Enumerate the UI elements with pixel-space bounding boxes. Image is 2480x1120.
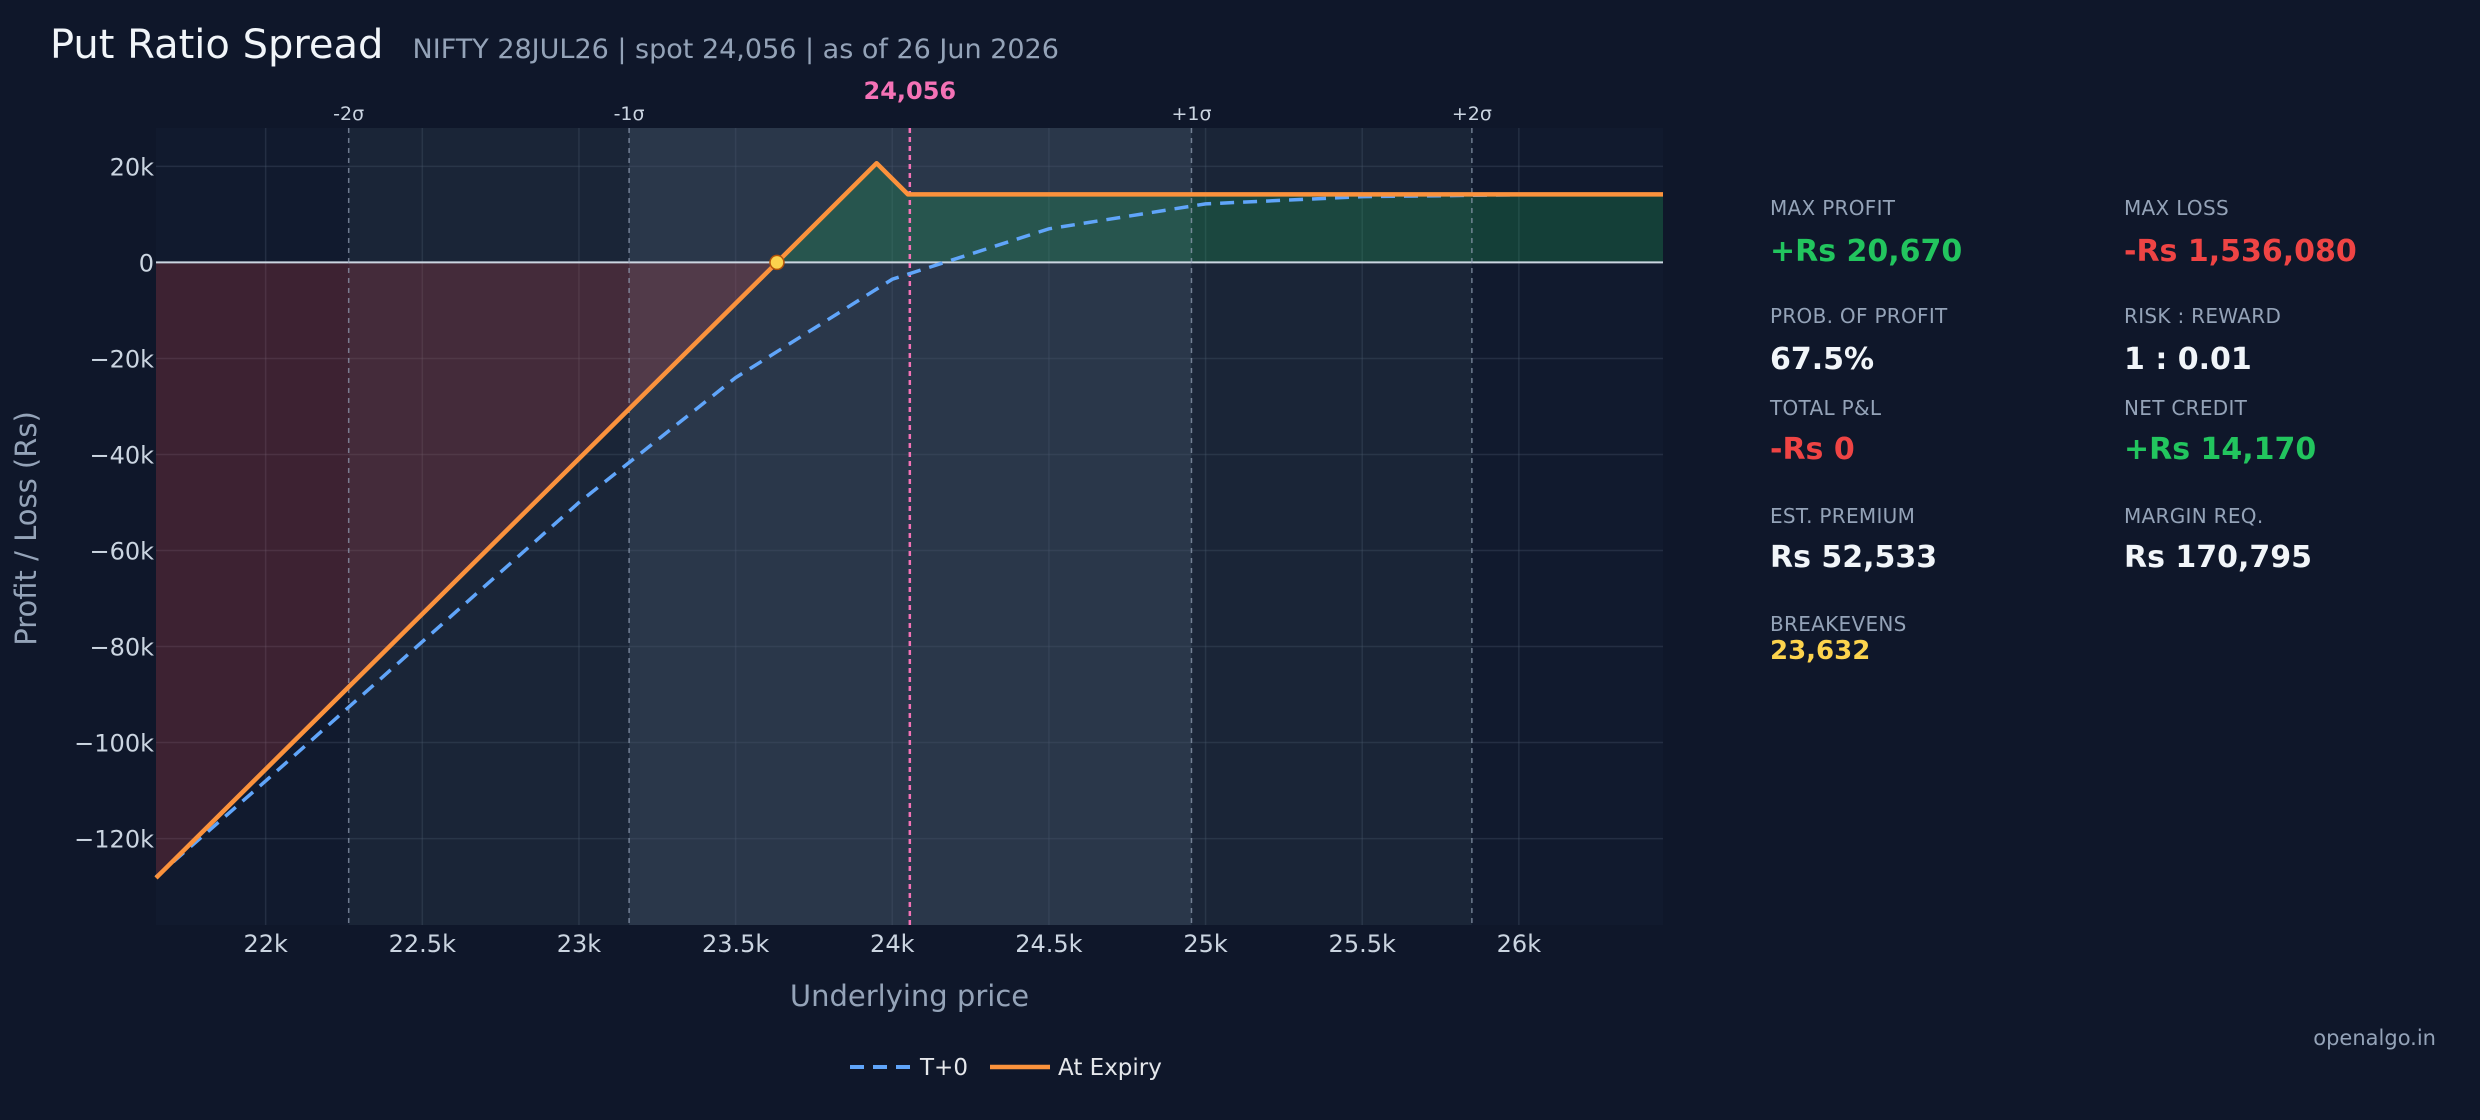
- x-axis-label: Underlying price: [790, 979, 1029, 1013]
- spot-label: 24,056: [864, 77, 957, 105]
- metric-prob-of-profit: PROB. OF PROFIT 67.5%: [1770, 304, 1948, 377]
- metric-label: RISK : REWARD: [2124, 304, 2282, 328]
- metric-value: -Rs 0: [1770, 432, 1855, 467]
- profit-fill: [776, 163, 1663, 263]
- legend-expiry-label: At Expiry: [1058, 1055, 1162, 1081]
- metric-max-profit: MAX PROFIT +Rs 20,670: [1770, 196, 1962, 269]
- metric-value: 23,632: [1770, 636, 1871, 666]
- metric-label: TOTAL P&L: [1770, 396, 1882, 420]
- metric-max-loss: MAX LOSS -Rs 1,536,080: [2124, 196, 2357, 269]
- metric-value: Rs 52,533: [1770, 540, 1938, 575]
- metric-margin-req: MARGIN REQ. Rs 170,795: [2124, 504, 2312, 575]
- metric-value: +Rs 20,670: [1770, 234, 1963, 269]
- x-tick-label: 26k: [1497, 930, 1542, 958]
- chart-subtitle: NIFTY 28JUL26 | spot 24,056 | as of 26 J…: [412, 34, 1059, 65]
- metric-net-credit: NET CREDIT +Rs 14,170: [2124, 396, 2316, 467]
- metric-value: Rs 170,795: [2124, 540, 2313, 575]
- metric-value: 1 : 0.01: [2124, 342, 2252, 377]
- metric-total-pnl: TOTAL P&L -Rs 0: [1770, 396, 1881, 467]
- metric-label: MAX PROFIT: [1770, 196, 1896, 220]
- metric-value: 67.5%: [1770, 342, 1875, 377]
- metric-label: NET CREDIT: [2124, 396, 2248, 420]
- metric-label: EST. PREMIUM: [1770, 504, 1916, 528]
- metric-label: MAX LOSS: [2124, 196, 2229, 220]
- metric-label: PROB. OF PROFIT: [1770, 304, 1948, 328]
- chart-header: Put Ratio Spread NIFTY 28JUL26 | spot 24…: [50, 22, 1059, 68]
- x-tick-label: 24k: [870, 930, 915, 958]
- metric-label: MARGIN REQ.: [2124, 504, 2264, 528]
- sigma-label: +1σ: [1171, 103, 1211, 125]
- y-tick-label: −40k: [89, 441, 154, 469]
- metric-label: BREAKEVENS: [1770, 612, 1907, 636]
- y-tick-label: −80k: [89, 634, 154, 662]
- x-tick-label: 23.5k: [702, 930, 769, 958]
- legend-t0-label: T+0: [919, 1055, 968, 1081]
- y-tick-label: −100k: [74, 730, 154, 758]
- x-tick-label: 25k: [1183, 930, 1228, 958]
- y-tick-label: −120k: [74, 826, 154, 854]
- breakeven-point: [769, 254, 785, 271]
- x-tick-label: 22.5k: [389, 930, 456, 958]
- expiry-series-line: [154, 160, 1663, 880]
- x-tick-label: 22k: [243, 930, 288, 958]
- y-tick-label: −60k: [89, 538, 154, 566]
- metric-value: +Rs 14,170: [2124, 432, 2317, 467]
- metric-risk-reward: RISK : REWARD 1 : 0.01: [2124, 304, 2281, 377]
- y-tick-label: 20k: [110, 153, 155, 181]
- sigma-label: -2σ: [333, 103, 364, 125]
- metric-value: -Rs 1,536,080: [2124, 234, 2357, 269]
- y-tick-label: −20k: [89, 345, 154, 373]
- footer-credit: openalgo.in: [2313, 1026, 2436, 1050]
- metric-est-premium: EST. PREMIUM Rs 52,533: [1770, 504, 1937, 575]
- x-tick-label: 23k: [557, 930, 602, 958]
- loss-fill: [156, 262, 777, 878]
- y-axis-label: Profit / Loss (Rs): [9, 411, 43, 646]
- y-tick-label: 0: [139, 249, 154, 277]
- sigma-label: +2σ: [1452, 103, 1492, 125]
- sigma-label: -1σ: [614, 103, 645, 125]
- x-tick-label: 25.5k: [1329, 930, 1396, 958]
- x-tick-label: 24.5k: [1015, 930, 1082, 958]
- chart-title: Put Ratio Spread: [50, 22, 384, 68]
- metric-breakevens: BREAKEVENS 23,632: [1770, 612, 1907, 666]
